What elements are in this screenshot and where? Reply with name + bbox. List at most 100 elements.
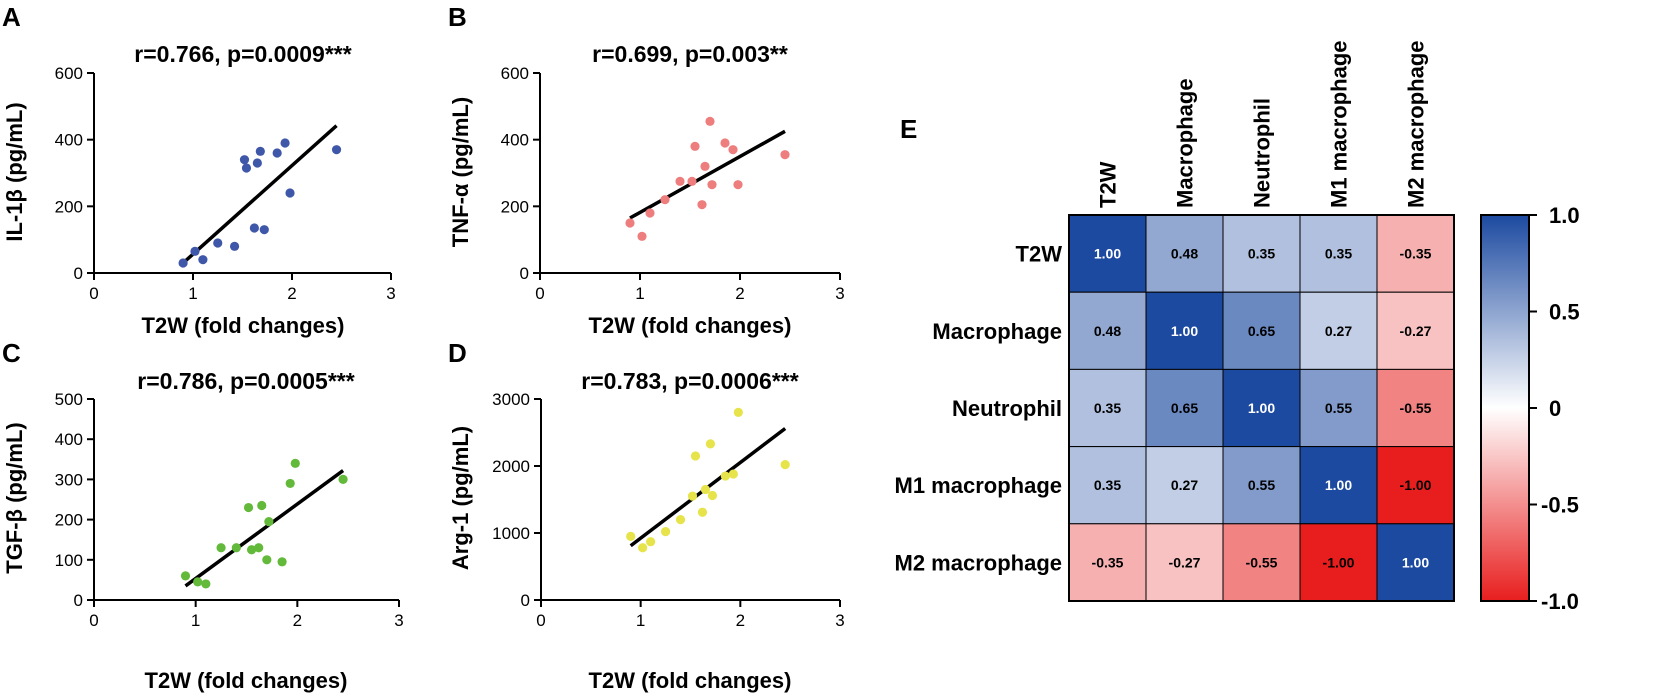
data-point xyxy=(254,543,264,553)
x-tick-label: 3 xyxy=(835,284,844,303)
x-tick-label: 2 xyxy=(736,611,745,630)
heatmap-cell-label: 0.65 xyxy=(1171,400,1198,416)
x-tick-label: 2 xyxy=(287,284,296,303)
y-tick-label: 0 xyxy=(74,264,83,283)
data-point xyxy=(280,138,290,148)
x-tick-label: 1 xyxy=(636,611,645,630)
x-tick-label: 1 xyxy=(191,611,200,630)
regression-line xyxy=(181,124,338,265)
data-point xyxy=(290,458,300,468)
data-point xyxy=(213,238,223,248)
data-point xyxy=(637,231,647,241)
heatmap-cell-label: -0.55 xyxy=(1246,554,1278,570)
x-tick-label: 3 xyxy=(835,611,844,630)
heatmap-cell-label: -0.27 xyxy=(1169,554,1201,570)
heatmap-row-label: Macrophage xyxy=(932,319,1062,344)
data-point xyxy=(675,176,685,186)
x-tick-label: 3 xyxy=(394,611,403,630)
data-point xyxy=(246,545,257,555)
scatter-panel-d: D r=0.783, p=0.0006*** T2W (fold changes… xyxy=(448,338,845,693)
data-point xyxy=(277,557,287,567)
heatmap-column-label: M2 macrophage xyxy=(1404,41,1429,209)
data-point xyxy=(697,507,708,517)
data-point xyxy=(700,484,711,495)
data-point xyxy=(252,158,262,168)
y-tick-label: 600 xyxy=(55,64,83,83)
y-tick-label: 300 xyxy=(55,470,83,489)
y-tick-label: 400 xyxy=(501,131,529,150)
x-tick-label: 1 xyxy=(635,284,644,303)
x-axis-label-c: T2W (fold changes) xyxy=(145,668,348,693)
data-point xyxy=(700,161,710,171)
y-tick-label: 1000 xyxy=(492,524,530,543)
y-tick-label: 0 xyxy=(74,591,83,610)
heatmap-cell xyxy=(1299,214,1378,293)
heatmap-column-label: Neutrophil xyxy=(1250,98,1275,208)
data-point xyxy=(198,255,208,265)
heatmap-cell-label: -0.35 xyxy=(1092,554,1124,570)
data-point xyxy=(243,502,254,513)
x-tick-label: 2 xyxy=(293,611,302,630)
data-point xyxy=(193,577,203,587)
heatmap-cell-label: 1.00 xyxy=(1171,323,1198,339)
data-point xyxy=(690,141,700,151)
y-tick-label: 0 xyxy=(521,591,530,610)
heatmap-cell-label: 0.55 xyxy=(1325,400,1352,416)
heatmap-cell-label: -0.27 xyxy=(1400,323,1432,339)
heatmap-cell-label: 1.00 xyxy=(1402,554,1429,570)
x-tick-label: 0 xyxy=(89,611,98,630)
heatmap-cell-label: 0.35 xyxy=(1094,400,1121,416)
colorbar-tick-label: 0 xyxy=(1549,396,1561,421)
heatmap-cell xyxy=(1376,214,1455,293)
heatmap-border xyxy=(1068,214,1455,602)
heatmap-cell xyxy=(1068,214,1147,293)
chart-title-c: r=0.786, p=0.0005*** xyxy=(137,368,354,394)
heatmap-cell xyxy=(1068,446,1147,525)
data-point xyxy=(697,200,707,210)
heatmap-cell-label: 0.65 xyxy=(1248,323,1275,339)
regression-line xyxy=(629,129,786,220)
colorbar-tick-label: -0.5 xyxy=(1541,493,1579,518)
data-point xyxy=(720,471,730,481)
heatmap-cell xyxy=(1068,291,1147,370)
panel-label-d: D xyxy=(448,338,467,368)
data-point xyxy=(626,531,636,541)
x-tick-label: 0 xyxy=(535,284,544,303)
colorbar-tick-label: 1.0 xyxy=(1549,203,1580,228)
panel-label-a: A xyxy=(2,2,21,32)
y-tick-label: 400 xyxy=(55,131,83,150)
y-tick-label: 200 xyxy=(55,511,83,530)
y-tick-label: 0 xyxy=(520,264,529,283)
panel-label-e: E xyxy=(900,114,917,144)
data-point xyxy=(728,469,738,479)
heatmap-cell-label: 0.27 xyxy=(1171,477,1198,493)
heatmap-cell-label: 1.00 xyxy=(1248,400,1275,416)
colorbar xyxy=(1480,214,1530,602)
data-point xyxy=(272,148,282,158)
data-point xyxy=(180,571,191,581)
x-axis-label-d: T2W (fold changes) xyxy=(589,668,792,693)
data-point xyxy=(229,241,240,251)
heatmap-cell-label: -0.35 xyxy=(1400,246,1432,262)
x-tick-label: 0 xyxy=(89,284,98,303)
heatmap-row-label: M2 macrophage xyxy=(895,550,1063,575)
data-point xyxy=(259,225,269,235)
regression-line xyxy=(184,469,345,588)
data-point xyxy=(190,246,200,256)
data-point xyxy=(675,515,686,525)
data-point xyxy=(780,150,790,160)
data-point xyxy=(249,223,259,233)
data-point xyxy=(733,180,743,190)
chart-title-b: r=0.699, p=0.003** xyxy=(592,41,788,67)
data-point xyxy=(262,555,272,565)
chart-title-a: r=0.766, p=0.0009*** xyxy=(134,41,351,67)
heatmap-cell-label: 0.35 xyxy=(1248,246,1275,262)
heatmap-cell xyxy=(1222,291,1301,370)
data-point xyxy=(660,527,671,537)
heatmap-cell-label: -1.00 xyxy=(1323,554,1355,570)
data-point xyxy=(285,188,295,198)
data-point xyxy=(705,116,715,126)
data-point xyxy=(687,176,697,186)
heatmap-cell-label: 0.27 xyxy=(1325,323,1352,339)
panel-label-b: B xyxy=(448,2,467,32)
